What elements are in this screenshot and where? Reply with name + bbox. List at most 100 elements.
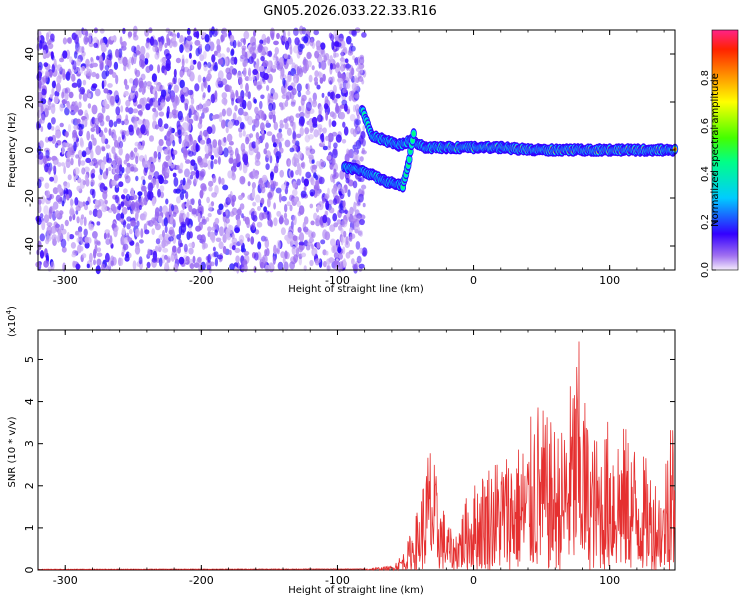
noise-speckle [162, 205, 168, 215]
noise-speckle [265, 163, 270, 171]
noise-speckle [204, 34, 210, 43]
noise-speckle [105, 115, 111, 122]
noise-speckle [145, 65, 151, 74]
noise-speckle [184, 168, 190, 178]
noise-speckle [183, 150, 189, 156]
noise-speckle [186, 177, 191, 184]
noise-speckle [104, 199, 108, 205]
noise-speckle [325, 210, 329, 216]
noise-speckle [62, 68, 66, 78]
noise-speckle [113, 227, 118, 238]
noise-speckle [193, 114, 198, 121]
noise-speckle [60, 238, 67, 248]
noise-speckle [261, 110, 265, 121]
noise-speckle [180, 179, 184, 186]
noise-speckle [207, 62, 212, 68]
noise-speckle [308, 154, 314, 160]
noise-speckle [262, 254, 268, 265]
noise-speckle [41, 88, 47, 96]
noise-speckle [97, 112, 104, 121]
noise-speckle [258, 179, 264, 186]
noise-speckle [243, 38, 246, 46]
noise-speckle [84, 174, 89, 182]
noise-speckle [62, 50, 68, 59]
noise-speckle [125, 153, 130, 162]
noise-speckle [146, 123, 150, 132]
noise-speckle [322, 127, 327, 134]
noise-speckle [306, 241, 313, 247]
noise-speckle [298, 205, 305, 216]
noise-speckle [77, 226, 83, 233]
noise-speckle [206, 126, 213, 135]
noise-speckle [333, 30, 339, 38]
noise-speckle [355, 139, 362, 150]
spectrogram-x-tick-label: -100 [325, 274, 350, 287]
noise-speckle [140, 59, 145, 69]
noise-speckle [189, 198, 195, 205]
noise-speckle [101, 263, 106, 271]
noise-speckle [252, 189, 256, 199]
noise-speckle [316, 241, 321, 249]
noise-speckle [215, 237, 222, 243]
noise-speckle [253, 30, 256, 37]
noise-speckle [185, 255, 190, 262]
noise-speckle [278, 128, 282, 133]
noise-speckle [289, 147, 295, 153]
noise-speckle [58, 210, 64, 216]
noise-speckle [159, 191, 165, 199]
noise-speckle [309, 259, 314, 267]
noise-speckle [86, 130, 91, 141]
noise-speckle [103, 79, 107, 87]
noise-speckle [316, 84, 321, 90]
noise-speckle [359, 247, 363, 254]
noise-speckle [125, 99, 131, 107]
noise-speckle [115, 48, 120, 58]
noise-speckle [283, 212, 288, 219]
noise-speckle [93, 259, 96, 266]
noise-speckle [84, 166, 90, 173]
noise-speckle [285, 91, 292, 100]
noise-speckle [138, 87, 142, 93]
snr-y-tick-label: 4 [23, 398, 36, 405]
noise-speckle [59, 103, 64, 112]
spectrogram-y-tick-label: 20 [23, 95, 36, 109]
noise-speckle [297, 91, 302, 98]
noise-speckle [214, 217, 220, 225]
noise-speckle [219, 58, 224, 65]
noise-speckle [218, 241, 224, 250]
noise-speckle [269, 155, 273, 164]
noise-speckle [275, 151, 282, 160]
noise-speckle [168, 236, 174, 242]
noise-speckle [227, 194, 233, 203]
noise-speckle [354, 56, 359, 66]
noise-speckle [217, 139, 222, 148]
noise-speckle [362, 125, 366, 131]
noise-speckle [202, 92, 206, 99]
noise-speckle [173, 84, 179, 93]
noise-speckle [91, 71, 97, 78]
noise-speckle [59, 57, 65, 63]
noise-speckle [343, 258, 346, 268]
noise-speckle [177, 168, 182, 174]
noise-speckle [259, 65, 265, 73]
noise-speckle [294, 37, 300, 46]
noise-speckle [249, 133, 254, 139]
noise-speckle [172, 172, 177, 178]
noise-speckle [51, 64, 55, 73]
noise-speckle [309, 148, 316, 155]
noise-speckle [114, 153, 118, 164]
noise-speckle [247, 181, 251, 187]
noise-speckle [40, 126, 44, 132]
noise-speckle [300, 193, 305, 199]
noise-speckle [354, 93, 360, 99]
noise-speckle [291, 156, 297, 167]
ridge-lower-mark-core [407, 156, 412, 162]
noise-speckle [329, 224, 336, 232]
noise-speckle [358, 189, 362, 195]
snr-y-tick-label: 0 [23, 567, 36, 574]
noise-speckle [61, 162, 65, 167]
noise-speckle [137, 110, 143, 116]
noise-speckle [212, 175, 217, 184]
noise-speckle [144, 29, 150, 37]
noise-speckle [81, 167, 86, 175]
